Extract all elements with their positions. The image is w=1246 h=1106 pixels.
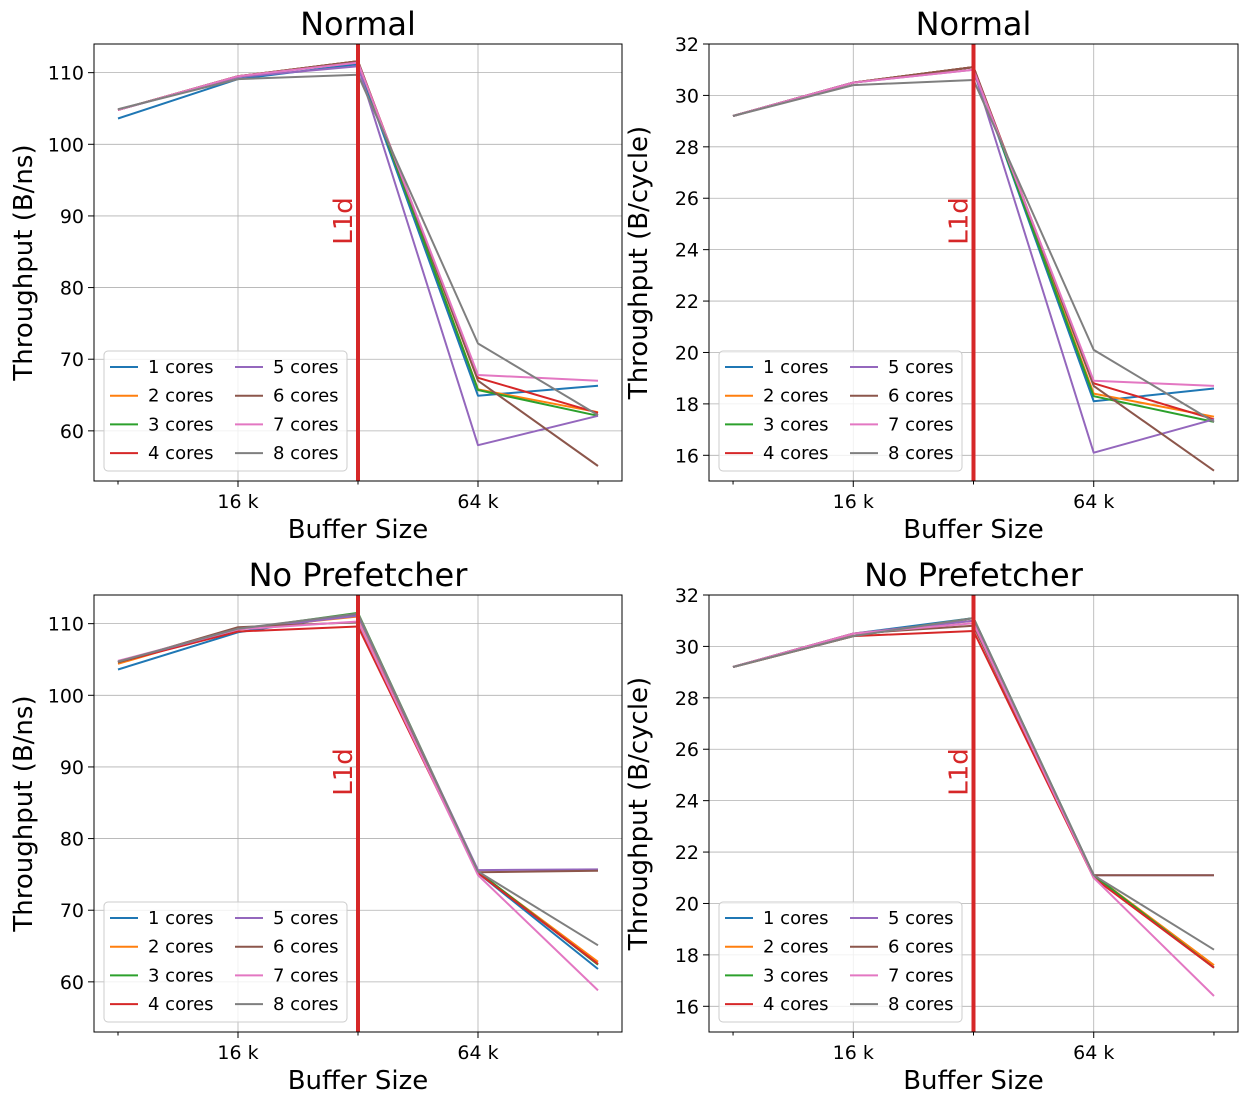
y-tick-label: 22 bbox=[675, 842, 699, 864]
legend-label: 4 cores bbox=[148, 443, 214, 464]
y-axis-label: Throughput (B/cycle) bbox=[624, 126, 654, 400]
y-tick-label: 90 bbox=[60, 206, 84, 228]
y-tick-label: 24 bbox=[675, 240, 699, 262]
legend-label: 8 cores bbox=[273, 443, 339, 464]
legend-frame bbox=[718, 350, 963, 472]
legend: 1 cores 2 cores 3 cores 4 cores 5 cores 6 cor… bbox=[103, 350, 348, 472]
y-tick-label: 90 bbox=[60, 757, 84, 779]
x-axis-label: Buffer Size bbox=[903, 515, 1044, 545]
y-tick-label: 24 bbox=[675, 791, 699, 813]
x-tick-label: 16 k bbox=[217, 1042, 258, 1064]
chart-panel-2: L1d 16 k 64 k 16 18 20 22 24 26 28 30 32 Normal Buffe… bbox=[624, 5, 1239, 545]
legend-label: 2 cores bbox=[763, 386, 829, 407]
x-tick-label: 16 k bbox=[217, 491, 258, 513]
x-axis-label: Buffer Size bbox=[288, 1066, 429, 1096]
l1d-marker-label: L1d bbox=[945, 748, 975, 796]
l1d-marker-label: L1d bbox=[329, 748, 359, 796]
y-tick-label: 26 bbox=[675, 188, 699, 210]
legend-label: 6 cores bbox=[888, 386, 954, 407]
chart-title: Normal bbox=[916, 5, 1032, 43]
legend-frame bbox=[103, 350, 348, 472]
y-tick-label: 28 bbox=[675, 137, 699, 159]
y-tick-label: 26 bbox=[675, 739, 699, 761]
y-tick-label: 16 bbox=[675, 445, 699, 467]
legend-frame bbox=[103, 901, 348, 1023]
legend-label: 7 cores bbox=[273, 965, 339, 986]
y-tick-label: 80 bbox=[60, 278, 84, 300]
y-tick-label: 22 bbox=[675, 291, 699, 313]
y-tick-label: 70 bbox=[60, 349, 84, 371]
chart-title: No Prefetcher bbox=[864, 556, 1084, 594]
y-tick-label: 16 bbox=[675, 996, 699, 1018]
legend-label: 4 cores bbox=[763, 443, 829, 464]
y-tick-label: 18 bbox=[675, 945, 699, 967]
y-tick-label: 30 bbox=[675, 636, 699, 658]
legend-label: 5 cores bbox=[273, 908, 339, 929]
y-tick-label: 80 bbox=[60, 829, 84, 851]
chart-title: No Prefetcher bbox=[249, 556, 469, 594]
chart-panel-4: L1d 16 k 64 k 16 18 20 22 24 26 28 30 32 No Prefetch… bbox=[624, 556, 1239, 1096]
legend: 1 cores 2 cores 3 cores 4 cores 5 cores 6 cor… bbox=[718, 350, 963, 472]
y-tick-label: 32 bbox=[675, 34, 699, 56]
chart-title: Normal bbox=[300, 5, 416, 43]
x-tick-label: 16 k bbox=[833, 491, 874, 513]
y-tick-label: 28 bbox=[675, 688, 699, 710]
x-tick-label: 64 k bbox=[457, 1042, 498, 1064]
x-axis-label: Buffer Size bbox=[903, 1066, 1044, 1096]
legend-label: 7 cores bbox=[888, 414, 954, 435]
legend-label: 6 cores bbox=[273, 937, 339, 958]
y-tick-label: 70 bbox=[60, 900, 84, 922]
legend-label: 5 cores bbox=[888, 357, 954, 378]
y-axis-label: Throughput (B/cycle) bbox=[624, 677, 654, 951]
y-tick-label: 60 bbox=[60, 421, 84, 443]
x-tick-label: 16 k bbox=[833, 1042, 874, 1064]
x-tick-label: 64 k bbox=[1073, 1042, 1114, 1064]
legend-label: 3 cores bbox=[763, 965, 829, 986]
legend: 1 cores 2 cores 3 cores 4 cores 5 cores 6 cor… bbox=[103, 901, 348, 1023]
legend-label: 3 cores bbox=[148, 965, 214, 986]
legend-label: 7 cores bbox=[273, 414, 339, 435]
legend-label: 1 cores bbox=[763, 357, 829, 378]
legend-label: 3 cores bbox=[763, 414, 829, 435]
legend-label: 6 cores bbox=[888, 937, 954, 958]
legend-label: 1 cores bbox=[763, 908, 829, 929]
legend-label: 1 cores bbox=[148, 357, 214, 378]
legend-label: 4 cores bbox=[148, 994, 214, 1015]
legend-label: 4 cores bbox=[763, 994, 829, 1015]
legend: 1 cores 2 cores 3 cores 4 cores 5 cores 6 cor… bbox=[718, 901, 963, 1023]
legend-label: 2 cores bbox=[148, 937, 214, 958]
y-axis-label: Throughput (B/ns) bbox=[9, 144, 39, 381]
legend-label: 8 cores bbox=[888, 994, 954, 1015]
l1d-marker-label: L1d bbox=[945, 197, 975, 245]
y-tick-label: 30 bbox=[675, 85, 699, 107]
y-tick-label: 60 bbox=[60, 972, 84, 994]
legend-label: 1 cores bbox=[148, 908, 214, 929]
legend-label: 3 cores bbox=[148, 414, 214, 435]
legend-frame bbox=[718, 901, 963, 1023]
chart-panel-1: L1d 16 k 64 k 60 70 80 90 100 110 Normal Buffer Si… bbox=[9, 5, 623, 545]
x-tick-label: 64 k bbox=[1073, 491, 1114, 513]
x-tick-label: 64 k bbox=[457, 491, 498, 513]
l1d-marker-label: L1d bbox=[329, 197, 359, 245]
y-tick-label: 32 bbox=[675, 585, 699, 607]
legend-label: 6 cores bbox=[273, 386, 339, 407]
x-axis-label: Buffer Size bbox=[288, 515, 429, 545]
y-tick-label: 18 bbox=[675, 394, 699, 416]
y-tick-label: 110 bbox=[48, 614, 84, 636]
legend-label: 7 cores bbox=[888, 965, 954, 986]
y-tick-label: 110 bbox=[48, 63, 84, 85]
legend-label: 8 cores bbox=[273, 994, 339, 1015]
legend-label: 8 cores bbox=[888, 443, 954, 464]
y-tick-label: 100 bbox=[48, 685, 84, 707]
y-axis-label: Throughput (B/ns) bbox=[9, 695, 39, 932]
chart-panel-3: L1d 16 k 64 k 60 70 80 90 100 110 No Prefetcher Bu… bbox=[9, 556, 623, 1096]
legend-label: 2 cores bbox=[763, 937, 829, 958]
legend-label: 5 cores bbox=[273, 357, 339, 378]
y-tick-label: 20 bbox=[675, 342, 699, 364]
legend-label: 2 cores bbox=[148, 386, 214, 407]
y-tick-label: 100 bbox=[48, 134, 84, 156]
y-tick-label: 20 bbox=[675, 893, 699, 915]
legend-label: 5 cores bbox=[888, 908, 954, 929]
